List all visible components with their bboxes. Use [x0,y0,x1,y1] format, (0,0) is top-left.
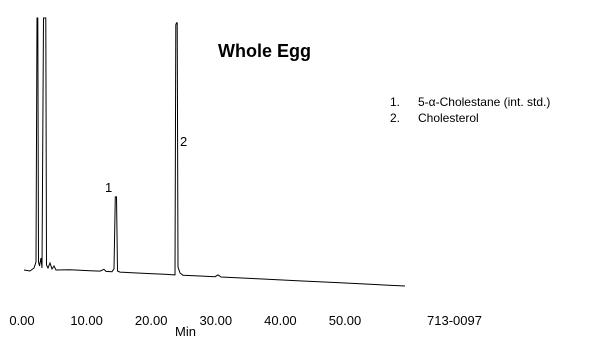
x-tick-label: 40.00 [264,313,297,328]
figure-code: 713-0097 [427,313,482,328]
legend-label-1: 5-α-Cholestane (int. std.) [418,95,550,109]
x-tick-label: 20.00 [135,313,168,328]
x-axis-ticks: 0.00 10.00 20.00 30.00 40.00 50.00 [9,313,361,328]
x-tick-label: 50.00 [329,313,362,328]
legend: 1. 5-α-Cholestane (int. std.) 2. Cholest… [390,95,550,125]
chromatogram-trace [23,17,406,287]
x-axis-label: Min [175,324,196,339]
x-tick-label: 10.00 [70,313,103,328]
legend-number-1: 1. [390,95,400,109]
legend-number-2: 2. [390,111,400,125]
chart-title: Whole Egg [218,41,311,61]
x-tick-label: 30.00 [200,313,233,328]
peak-label-2: 2 [180,134,187,149]
peak-label-1: 1 [105,180,112,195]
x-tick-label: 0.00 [9,313,34,328]
legend-label-2: Cholesterol [418,111,479,125]
